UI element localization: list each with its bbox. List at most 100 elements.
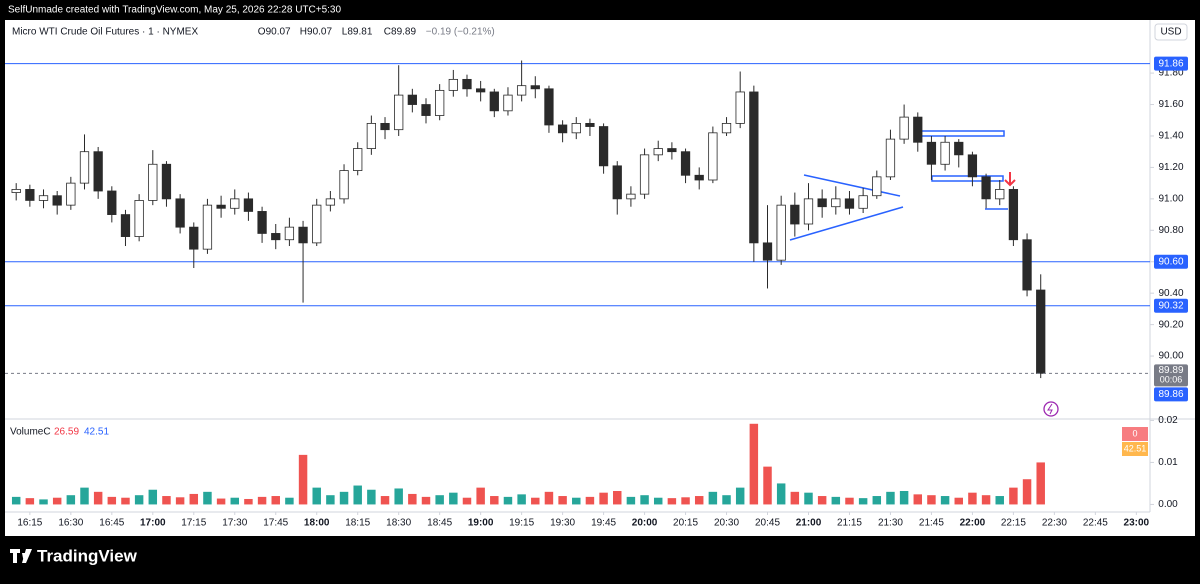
volume-bar bbox=[476, 487, 485, 505]
header: SelfUnmade created with TradingView.com,… bbox=[8, 5, 341, 16]
candle-body bbox=[790, 204, 800, 225]
event-bolt bbox=[1047, 403, 1053, 415]
volume-bar bbox=[312, 487, 321, 505]
candle-body bbox=[981, 176, 991, 200]
candle-body bbox=[885, 138, 896, 178]
x-tick-label: 17:45 bbox=[263, 518, 288, 529]
volume-bar bbox=[11, 496, 21, 505]
volume-bar bbox=[817, 496, 827, 505]
volume-bar bbox=[763, 466, 772, 505]
volume-bar bbox=[107, 496, 117, 505]
volume-bar bbox=[421, 496, 431, 505]
candle-body bbox=[476, 88, 486, 93]
x-tick-label: 17:15 bbox=[181, 518, 206, 529]
volume-bar bbox=[599, 492, 608, 505]
candle-body bbox=[79, 151, 90, 184]
volume-bar bbox=[886, 491, 895, 505]
candle-body bbox=[325, 198, 336, 206]
candle-body bbox=[817, 198, 827, 208]
y-tick-label: 91.40 bbox=[1158, 131, 1183, 142]
ohlc-legend: C89.89 bbox=[384, 27, 417, 38]
volume-bar bbox=[954, 497, 963, 505]
x-tick-label: 17:30 bbox=[222, 518, 247, 529]
candle-body bbox=[544, 88, 554, 126]
low-price-tag bbox=[1154, 387, 1188, 402]
candle-body bbox=[585, 122, 595, 127]
volume-bar bbox=[804, 492, 813, 505]
volume-bar bbox=[121, 497, 130, 505]
volume-bar bbox=[585, 496, 595, 505]
candle-body bbox=[776, 204, 786, 261]
candle-body bbox=[803, 198, 814, 225]
candle-body bbox=[148, 163, 158, 201]
y-tick-label: 91.20 bbox=[1158, 162, 1183, 173]
chart-title: Micro WTI Crude Oil Futures · 1 · NYMEX bbox=[12, 27, 198, 38]
volume-bar bbox=[653, 497, 663, 505]
candle-body bbox=[120, 214, 131, 237]
volume-bar bbox=[517, 494, 526, 505]
candle-body bbox=[954, 141, 964, 156]
candle-body bbox=[257, 211, 267, 234]
countdown: 00:06 bbox=[1160, 375, 1183, 385]
volume-bar bbox=[298, 454, 308, 505]
level-label: 90.32 bbox=[1158, 300, 1183, 311]
candle-body bbox=[639, 154, 650, 195]
candle-body bbox=[995, 189, 1005, 200]
y-tick-label: 91.60 bbox=[1158, 99, 1183, 110]
event-icon bbox=[1043, 401, 1059, 417]
volume-bar bbox=[613, 490, 622, 505]
x-tick-label: 19:30 bbox=[550, 518, 575, 529]
volume-tick-label: 0.02 bbox=[1158, 415, 1178, 426]
volume-bar bbox=[285, 497, 294, 505]
volume-bar bbox=[162, 496, 171, 505]
volume-tag-label: 42.51 bbox=[1124, 443, 1147, 453]
x-tick-label: 21:30 bbox=[878, 518, 903, 529]
y-tick-label: 91.00 bbox=[1158, 193, 1183, 204]
logo-mark bbox=[10, 549, 32, 563]
volume-bar bbox=[216, 498, 226, 505]
volume-bar bbox=[735, 487, 745, 505]
candle-body bbox=[11, 189, 21, 193]
x-tick-label: 18:00 bbox=[304, 518, 330, 529]
candle-body bbox=[653, 148, 663, 156]
candle-body bbox=[503, 94, 513, 112]
volume-bar bbox=[626, 496, 636, 505]
x-tick-label: 22:45 bbox=[1083, 518, 1108, 529]
candle-body bbox=[694, 174, 704, 181]
volume-bar bbox=[831, 496, 841, 505]
candle-body bbox=[216, 204, 226, 209]
y-tick-label: 90.80 bbox=[1158, 225, 1183, 236]
triangle-upper bbox=[803, 174, 901, 197]
volume-bar bbox=[681, 497, 690, 505]
volume-bar bbox=[435, 495, 444, 505]
volume-bar bbox=[339, 491, 349, 505]
volume-bar bbox=[490, 496, 499, 505]
volume-bar bbox=[380, 496, 390, 505]
candle-body bbox=[735, 91, 745, 124]
volume-bar bbox=[244, 498, 253, 505]
footer: TradingView bbox=[37, 546, 138, 565]
candle-body bbox=[1022, 239, 1032, 291]
candle-body bbox=[626, 193, 636, 200]
candle-body bbox=[421, 104, 431, 116]
candle-body bbox=[489, 91, 499, 112]
x-tick-label: 19:45 bbox=[591, 518, 616, 529]
volume-bar bbox=[503, 496, 513, 505]
x-tick-label: 18:30 bbox=[386, 518, 411, 529]
ohlc-legend: O90.07 bbox=[258, 27, 291, 38]
x-tick-label: 19:15 bbox=[509, 518, 534, 529]
volume-bar bbox=[749, 423, 759, 505]
volume-bar bbox=[230, 497, 239, 505]
x-tick-label: 20:30 bbox=[714, 518, 739, 529]
candle-body bbox=[749, 91, 759, 244]
volume-bar bbox=[872, 496, 882, 505]
volume-bar bbox=[66, 495, 76, 505]
volume-bar bbox=[367, 489, 376, 505]
candle-body bbox=[913, 116, 923, 143]
ohlc-legend: H90.07 bbox=[300, 27, 333, 38]
low-price-label: 89.86 bbox=[1158, 389, 1183, 400]
candle-body bbox=[530, 85, 540, 90]
candle-body bbox=[462, 78, 472, 90]
level-tag bbox=[1154, 56, 1188, 71]
candle-body bbox=[284, 226, 295, 241]
